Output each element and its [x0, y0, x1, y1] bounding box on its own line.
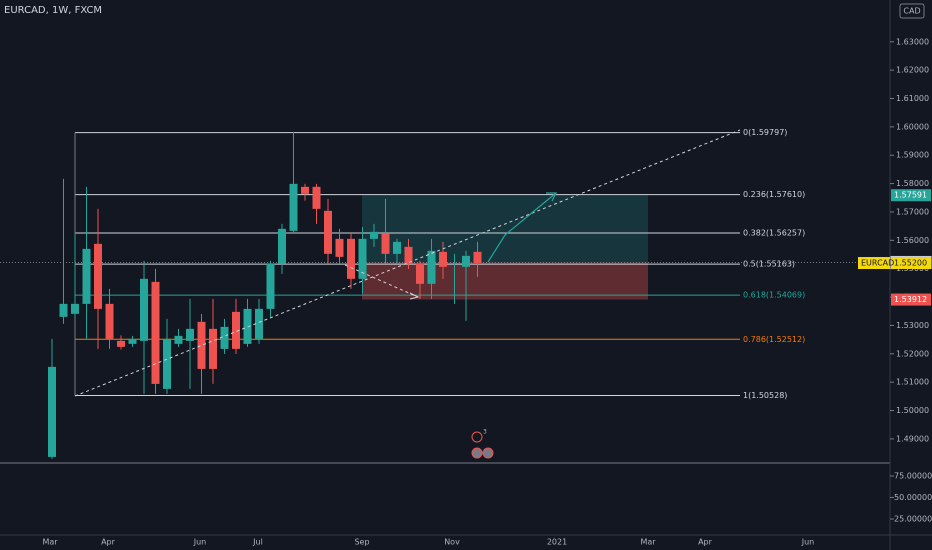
fib-label: 0.236(1.57610) [743, 190, 805, 199]
currency[interactable]: CAD [903, 7, 920, 16]
candle-body [324, 210, 332, 254]
candle-body [209, 328, 217, 369]
candle-body [140, 278, 148, 341]
x-tick-label: Mar [640, 538, 656, 547]
candle-body [312, 186, 321, 209]
candle-body [358, 238, 367, 279]
y2-tick-label: 75.00000 [894, 471, 932, 480]
candle-body [278, 228, 286, 264]
arrow-head [409, 292, 420, 300]
candle-body [174, 335, 183, 344]
candle-body [220, 326, 229, 349]
candle-body [232, 311, 240, 349]
candle-body [439, 251, 447, 267]
fib-label: 0.5(1.55163) [743, 260, 795, 269]
candle-body [289, 183, 298, 231]
candle-body [105, 303, 114, 339]
y-tick-label: 1.59000 [896, 151, 929, 160]
y-tick-label: 1.50000 [896, 406, 929, 415]
price-marker-label: 1.57591 [894, 191, 927, 200]
candle-body [128, 338, 137, 344]
event-icon[interactable] [471, 447, 483, 459]
x-tick-label: Mar [42, 538, 58, 547]
candle-body [416, 263, 424, 284]
y-tick-label: 1.62000 [896, 66, 929, 75]
candle-body [82, 248, 91, 304]
x-tick-label: Jul [252, 538, 263, 547]
candle-body [243, 308, 252, 344]
y-tick-label: 1.57000 [896, 207, 929, 216]
candle-body [255, 308, 263, 339]
candle-body [186, 328, 194, 341]
y2-tick-label: 50.00000 [894, 493, 932, 502]
y-tick-label: 1.49000 [896, 434, 929, 443]
fib-label: 1(1.50528) [743, 391, 787, 400]
candle-body [473, 251, 482, 264]
y-tick-label: 1.51000 [896, 378, 929, 387]
price-marker-label: 1.53912 [894, 295, 927, 304]
arrow-head [546, 192, 557, 202]
fib-label: 0.618(1.54069) [743, 291, 805, 300]
candle-body [71, 303, 79, 314]
candle-body [404, 246, 413, 264]
y-tick-label: 1.60000 [896, 122, 929, 131]
y-tick-label: 1.58000 [896, 179, 929, 188]
candle-body [427, 250, 436, 284]
candle-body [151, 281, 160, 384]
candle-body [301, 186, 309, 194]
projection-arrow [487, 192, 557, 263]
price-marker [891, 293, 931, 306]
y2-tick-label: 25.00000 [894, 515, 932, 524]
candle-body [117, 340, 125, 347]
fib-label: 0(1.59797) [743, 128, 787, 137]
candle-body [381, 233, 390, 254]
event-icon[interactable] [471, 431, 483, 443]
trend-line [74, 129, 741, 397]
chart-title: EURCAD, 1W, FXCM [4, 5, 102, 16]
x-tick-label: Apr [101, 538, 116, 547]
symbol-tag-label: EURCAD [861, 259, 894, 268]
y-tick-label: 1.56000 [896, 236, 929, 245]
candle-body [370, 231, 378, 239]
y-tick-label: 1.53000 [896, 321, 929, 330]
candle-body [462, 255, 470, 267]
candle-body [59, 303, 68, 317]
event-count: 3 [483, 429, 487, 436]
y-tick-label: 1.61000 [896, 94, 929, 103]
x-tick-label: Jun [193, 538, 207, 547]
candle-body [48, 366, 56, 457]
candle-body [163, 338, 171, 389]
candle-body [197, 321, 206, 369]
x-tick-label: Jun [801, 538, 815, 547]
x-tick-label: Apr [698, 538, 713, 547]
y-tick-label: 1.52000 [896, 349, 929, 358]
candle-body [266, 263, 275, 309]
candle-body [393, 241, 401, 254]
candle-body [347, 238, 355, 279]
candle-body [335, 238, 344, 257]
candle-body [450, 263, 459, 265]
currency-box[interactable] [899, 3, 925, 19]
symbol-tag [858, 257, 890, 270]
x-tick-label: Sep [354, 538, 369, 547]
price-marker [891, 189, 931, 202]
candle-body [94, 243, 102, 309]
x-tick-label: 2021 [547, 538, 567, 547]
fib-label: 0.382(1.56257) [743, 229, 805, 238]
y-tick-label: 1.63000 [896, 37, 929, 46]
fib-label: 0.786(1.52512) [743, 335, 805, 344]
price-marker [891, 257, 931, 270]
loss-zone [362, 262, 648, 300]
x-tick-label: Nov [444, 538, 460, 547]
price-marker-label: 1.55200 [894, 259, 927, 268]
event-icon[interactable] [482, 447, 494, 459]
path-arrow [344, 264, 419, 298]
